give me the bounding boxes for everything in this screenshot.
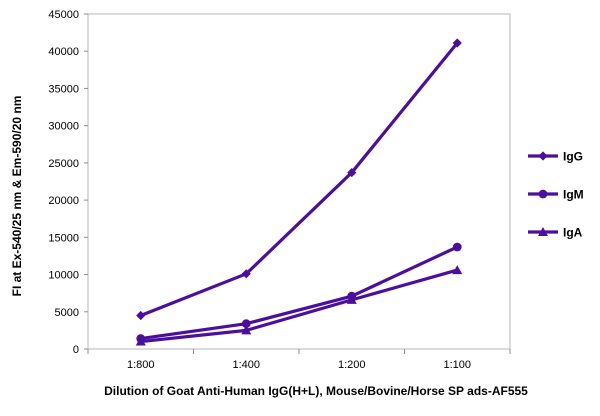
legend-marker-diamond (538, 151, 548, 161)
y-tick-label: 15000 (48, 232, 79, 244)
series-iga (135, 265, 463, 346)
legend-item-igm: IgM (528, 188, 584, 202)
legend: IgG IgM IgA (528, 150, 584, 240)
x-tick-label: 1:200 (338, 359, 366, 371)
legend-marker-circle (538, 189, 548, 199)
data-point-igm (452, 242, 462, 252)
series-line-igg (139, 41, 459, 318)
data-point-iga (135, 336, 146, 346)
data-point-igg (347, 167, 357, 178)
x-axis-ticks: 1:800 1:400 1:200 1:100 (87, 349, 511, 371)
series-igm (136, 242, 462, 343)
y-tick-label: 5000 (55, 307, 79, 319)
plot-frame (87, 13, 511, 350)
data-point-igm (241, 319, 251, 329)
legend-label: IgG (563, 150, 583, 164)
legend-item-igg: IgG (528, 150, 583, 164)
y-axis-ticks: 0 5000 10000 15000 20000 25000 30000 35000 40000… (48, 9, 88, 356)
data-point-iga (452, 265, 463, 275)
y-tick-label: 20000 (48, 195, 79, 207)
y-axis-title: FI at Ex-540/25 nm & Em-590/20 nm (10, 96, 24, 297)
x-tick-label: 1:400 (232, 359, 260, 371)
series-layer (135, 38, 463, 346)
data-point-igg (241, 269, 251, 279)
x-tick-label: 1:800 (127, 359, 155, 371)
data-point-igg (136, 310, 146, 321)
data-point-igg (452, 38, 462, 48)
plot-area-border (87, 13, 511, 350)
data-point-iga (346, 294, 357, 304)
y-tick-label: 25000 (48, 158, 79, 170)
y-tick-label: 30000 (48, 121, 79, 133)
x-tick-label: 1:100 (443, 359, 471, 371)
data-point-iga (241, 325, 252, 335)
y-tick-label: 10000 (48, 270, 79, 282)
series-line-iga (139, 268, 459, 344)
legend-marker-triangle (538, 227, 548, 236)
legend-label: IgM (563, 188, 584, 202)
y-tick-label: 45000 (48, 9, 79, 21)
series-line-igm (139, 245, 459, 341)
series-igg (136, 38, 462, 321)
y-tick-label: 40000 (48, 46, 79, 58)
legend-item-iga: IgA (528, 226, 583, 240)
y-tick-label: 0 (73, 344, 79, 356)
y-tick-label: 35000 (48, 83, 79, 95)
legend-label: IgA (563, 226, 583, 240)
x-axis-title: Dilution of Goat Anti-Human IgG(H+L), Mo… (104, 384, 528, 398)
